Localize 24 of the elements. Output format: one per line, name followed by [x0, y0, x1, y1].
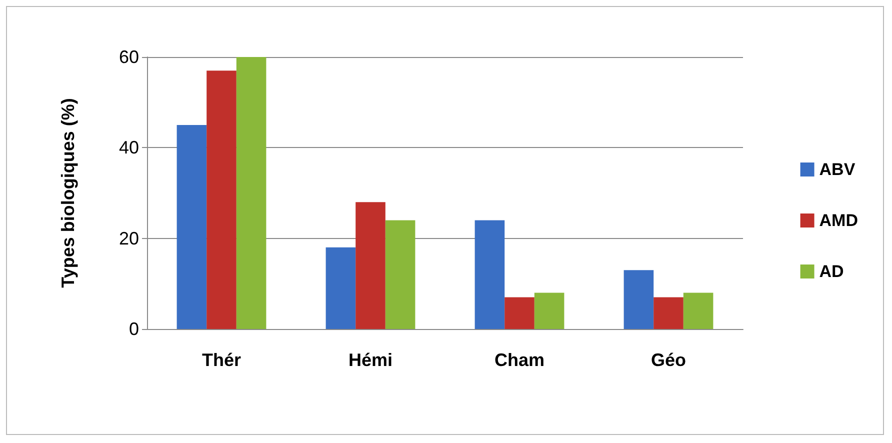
- bar: [624, 270, 654, 329]
- y-tick-label: 20: [118, 228, 139, 248]
- bar: [176, 125, 207, 329]
- legend-label: AMD: [819, 211, 858, 230]
- x-tick-label: Géo: [650, 350, 686, 370]
- legend-label: ABV: [819, 160, 856, 179]
- x-tick-label: Cham: [494, 350, 545, 370]
- bar: [326, 247, 356, 329]
- bar: [654, 297, 684, 329]
- bar: [206, 70, 236, 329]
- legend-label: AD: [819, 262, 844, 281]
- bar: [474, 220, 505, 329]
- y-tick-label: 0: [128, 319, 139, 339]
- bar: [683, 292, 714, 329]
- x-tick-label: Hémi: [348, 350, 393, 370]
- bar: [504, 297, 534, 329]
- bar: [385, 220, 416, 329]
- bar: [534, 292, 564, 329]
- y-tick-label: 60: [118, 47, 139, 67]
- bar: [236, 57, 266, 329]
- bar: [356, 202, 386, 329]
- y-axis-title: Types biologiques (%): [58, 98, 78, 288]
- y-tick-label: 40: [118, 138, 139, 158]
- x-tick-label: Thér: [202, 350, 242, 370]
